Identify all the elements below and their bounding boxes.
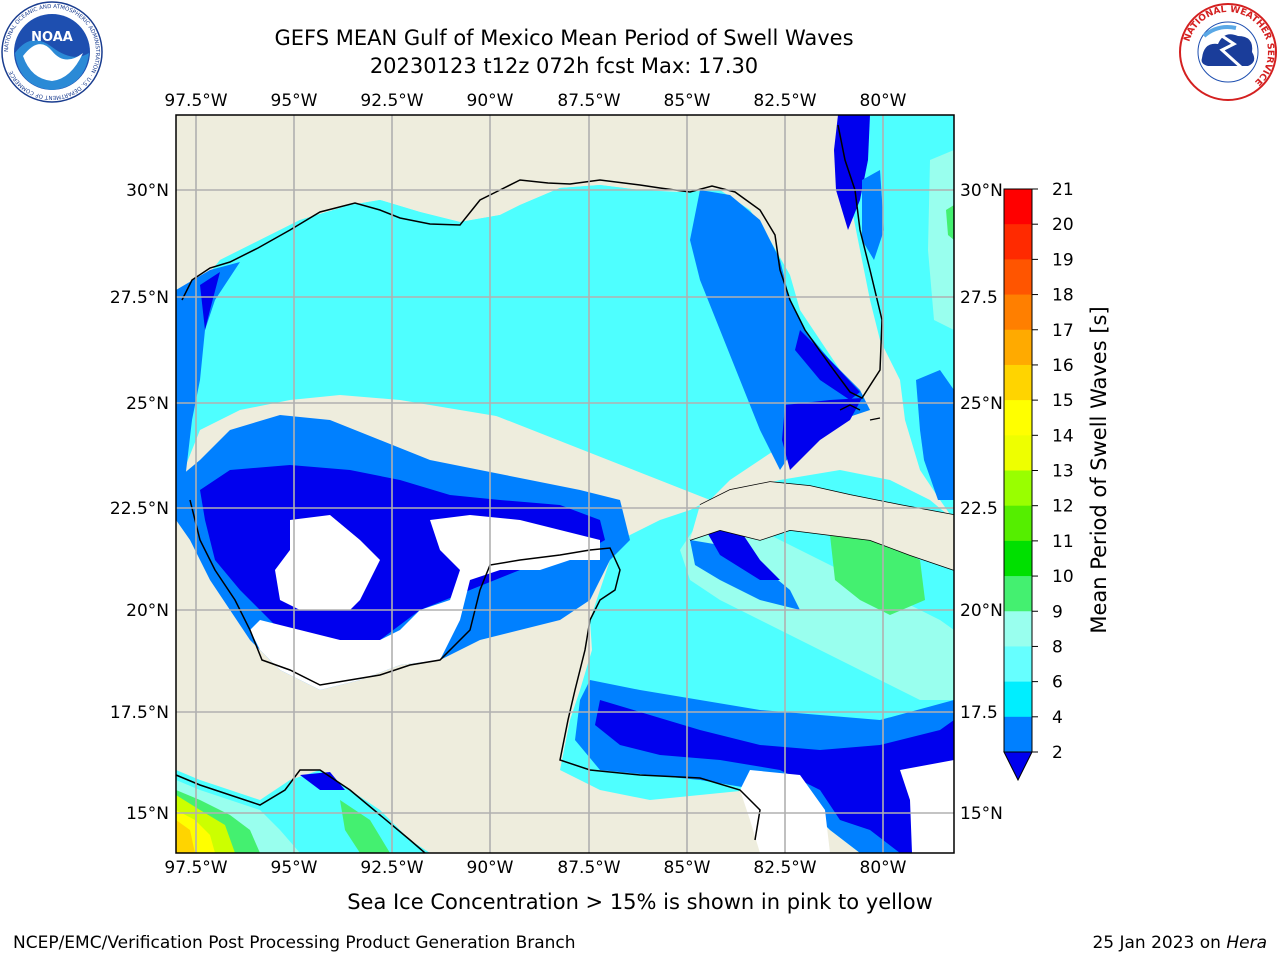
colorbar-tick-label: 11	[1052, 532, 1074, 552]
south-caribbean-band-2s	[595, 700, 954, 853]
atlantic-band-10s	[946, 205, 954, 240]
lon-label: 87.5°W	[557, 858, 620, 878]
footer-credit: NCEP/EMC/Verification Post Processing Pr…	[13, 933, 576, 953]
colorbar-cell	[1004, 189, 1032, 225]
lat-label: 30°N	[126, 181, 169, 201]
graticule	[176, 115, 954, 853]
colorbar-cell	[1004, 224, 1032, 260]
lat-label: 20°N	[960, 601, 1003, 621]
cuba-land	[690, 482, 954, 570]
lon-label: 92.5°W	[360, 91, 423, 111]
colorbar-tick-label: 12	[1052, 497, 1074, 517]
map-title: GEFS MEAN Gulf of Mexico Mean Period of …	[274, 26, 854, 50]
pacific-band-16s	[176, 820, 195, 853]
colorbar-extend-arrow	[1003, 751, 1033, 782]
lat-labels-left: 30°N 27.5°N 25°N 22.5°N 20°N 17.5°N 15°N	[110, 181, 169, 824]
lat-label: 22.5°N	[110, 499, 169, 519]
gulf-coastline	[181, 124, 883, 399]
colorbar-cell	[1004, 611, 1032, 647]
colorbar-cell	[1004, 576, 1032, 612]
forecast-subtitle: 20230123 t12z 072h fcst Max: 17.30	[369, 54, 759, 78]
lat-label: 17.5	[960, 703, 998, 723]
lat-label: 15°N	[960, 804, 1003, 824]
lon-label: 85°W	[664, 858, 711, 878]
no-data-patch	[275, 515, 380, 610]
lon-label: 82.5°W	[753, 858, 816, 878]
pacific-coastline	[176, 769, 426, 853]
lon-label: 95°W	[271, 91, 318, 111]
colorbar-tick-label: 15	[1052, 391, 1074, 411]
lat-label: 27.5°N	[110, 288, 169, 308]
lon-label: 85°W	[664, 91, 711, 111]
sea-ice-note: Sea Ice Concentration > 15% is shown in …	[347, 890, 933, 914]
atlantic-band-4s	[862, 170, 884, 260]
colorbar-cell	[1004, 470, 1032, 507]
mexico-coastline	[189, 499, 761, 841]
lat-label: 20°N	[126, 601, 169, 621]
footer-date-text: 25 Jan 2023 on	[1092, 933, 1227, 953]
lat-label: 22.5	[960, 499, 998, 519]
colorbar-cell	[1004, 259, 1032, 296]
atlantic-band-2s	[834, 115, 870, 230]
colorbar-cell	[1004, 329, 1032, 366]
colorbar-tick-label: 16	[1052, 356, 1074, 376]
colorbar-cell	[1004, 540, 1032, 577]
footer-host: Hera	[1226, 933, 1267, 953]
no-data-patch-2	[250, 515, 600, 690]
colorbar-tick-label: 21	[1052, 180, 1074, 200]
colorbar: 21 20 19 18 17 16 15 14 13 12 11 10 9 8 6 4 2	[1003, 180, 1074, 782]
colorbar-cell	[1004, 505, 1032, 542]
lon-label: 82.5°W	[753, 91, 816, 111]
nws-logo: NATIONAL WEATHER SERVICE	[1179, 3, 1277, 101]
colorbar-tick-label: 8	[1052, 637, 1063, 657]
colorbar-cell	[1004, 294, 1032, 331]
lon-labels-top: 97.5°W 95°W 92.5°W 90°W 87.5°W 85°W 82.5…	[164, 91, 906, 111]
lat-label: 25°N	[960, 394, 1003, 414]
colorbar-tick-label: 10	[1052, 567, 1074, 587]
colorbar-tick-label: 6	[1052, 673, 1063, 693]
lon-label: 92.5°W	[360, 858, 423, 878]
colorbar-tick-label: 20	[1052, 215, 1074, 235]
lat-label: 17.5°N	[110, 703, 169, 723]
lat-label: 27.5	[960, 288, 998, 308]
colorbar-cell	[1004, 364, 1032, 401]
lon-label: 87.5°W	[557, 91, 620, 111]
colorbar-cell	[1004, 716, 1032, 753]
lon-label: 97.5°W	[164, 91, 227, 111]
lat-labels-right: 30°N 27.5 25°N 22.5 20°N 17.5 15°N	[960, 181, 1003, 824]
colorbar-cell	[1004, 646, 1032, 683]
footer-date: 25 Jan 2023 on Hera	[1092, 933, 1267, 953]
colorbar-tick-label: 18	[1052, 286, 1074, 306]
campeche-band-2s	[200, 465, 605, 660]
noaa-logo-text: NOAA	[31, 30, 73, 45]
colorbar-tick-label: 4	[1052, 708, 1063, 728]
lat-label: 25°N	[126, 394, 169, 414]
map-frame	[175, 114, 955, 854]
lon-label: 80°W	[860, 91, 907, 111]
colorbar-cell	[1004, 400, 1032, 436]
colorbar-cell	[1004, 435, 1032, 471]
lon-label: 95°W	[271, 858, 318, 878]
colorbar-cell	[1004, 681, 1032, 718]
lon-label: 97.5°W	[164, 858, 227, 878]
lon-labels-bottom: 97.5°W 95°W 92.5°W 90°W 87.5°W 85°W 82.5…	[164, 858, 906, 878]
colorbar-tick-label: 13	[1052, 462, 1074, 482]
lon-label: 90°W	[467, 91, 514, 111]
lon-label: 90°W	[467, 858, 514, 878]
colorbar-label: Mean Period of Swell Waves [s]	[1087, 306, 1111, 633]
caribbean-band-10s	[830, 535, 925, 615]
colorbar-tick-label: 14	[1052, 426, 1074, 446]
colorbar-tick-label: 2	[1052, 743, 1063, 763]
lat-label: 30°N	[960, 181, 1003, 201]
colorbar-tick-label: 17	[1052, 321, 1074, 341]
atlantic-band-9s	[928, 150, 954, 330]
lat-label: 15°N	[126, 804, 169, 824]
lon-label: 80°W	[860, 858, 907, 878]
colorbar-tick-label: 9	[1052, 602, 1063, 622]
florida-shelf-band-4s	[690, 190, 870, 470]
noaa-logo: NATIONAL OCEANIC AND ATMOSPHERIC ADMINIS…	[1, 1, 103, 103]
colorbar-tick-label: 19	[1052, 250, 1074, 270]
